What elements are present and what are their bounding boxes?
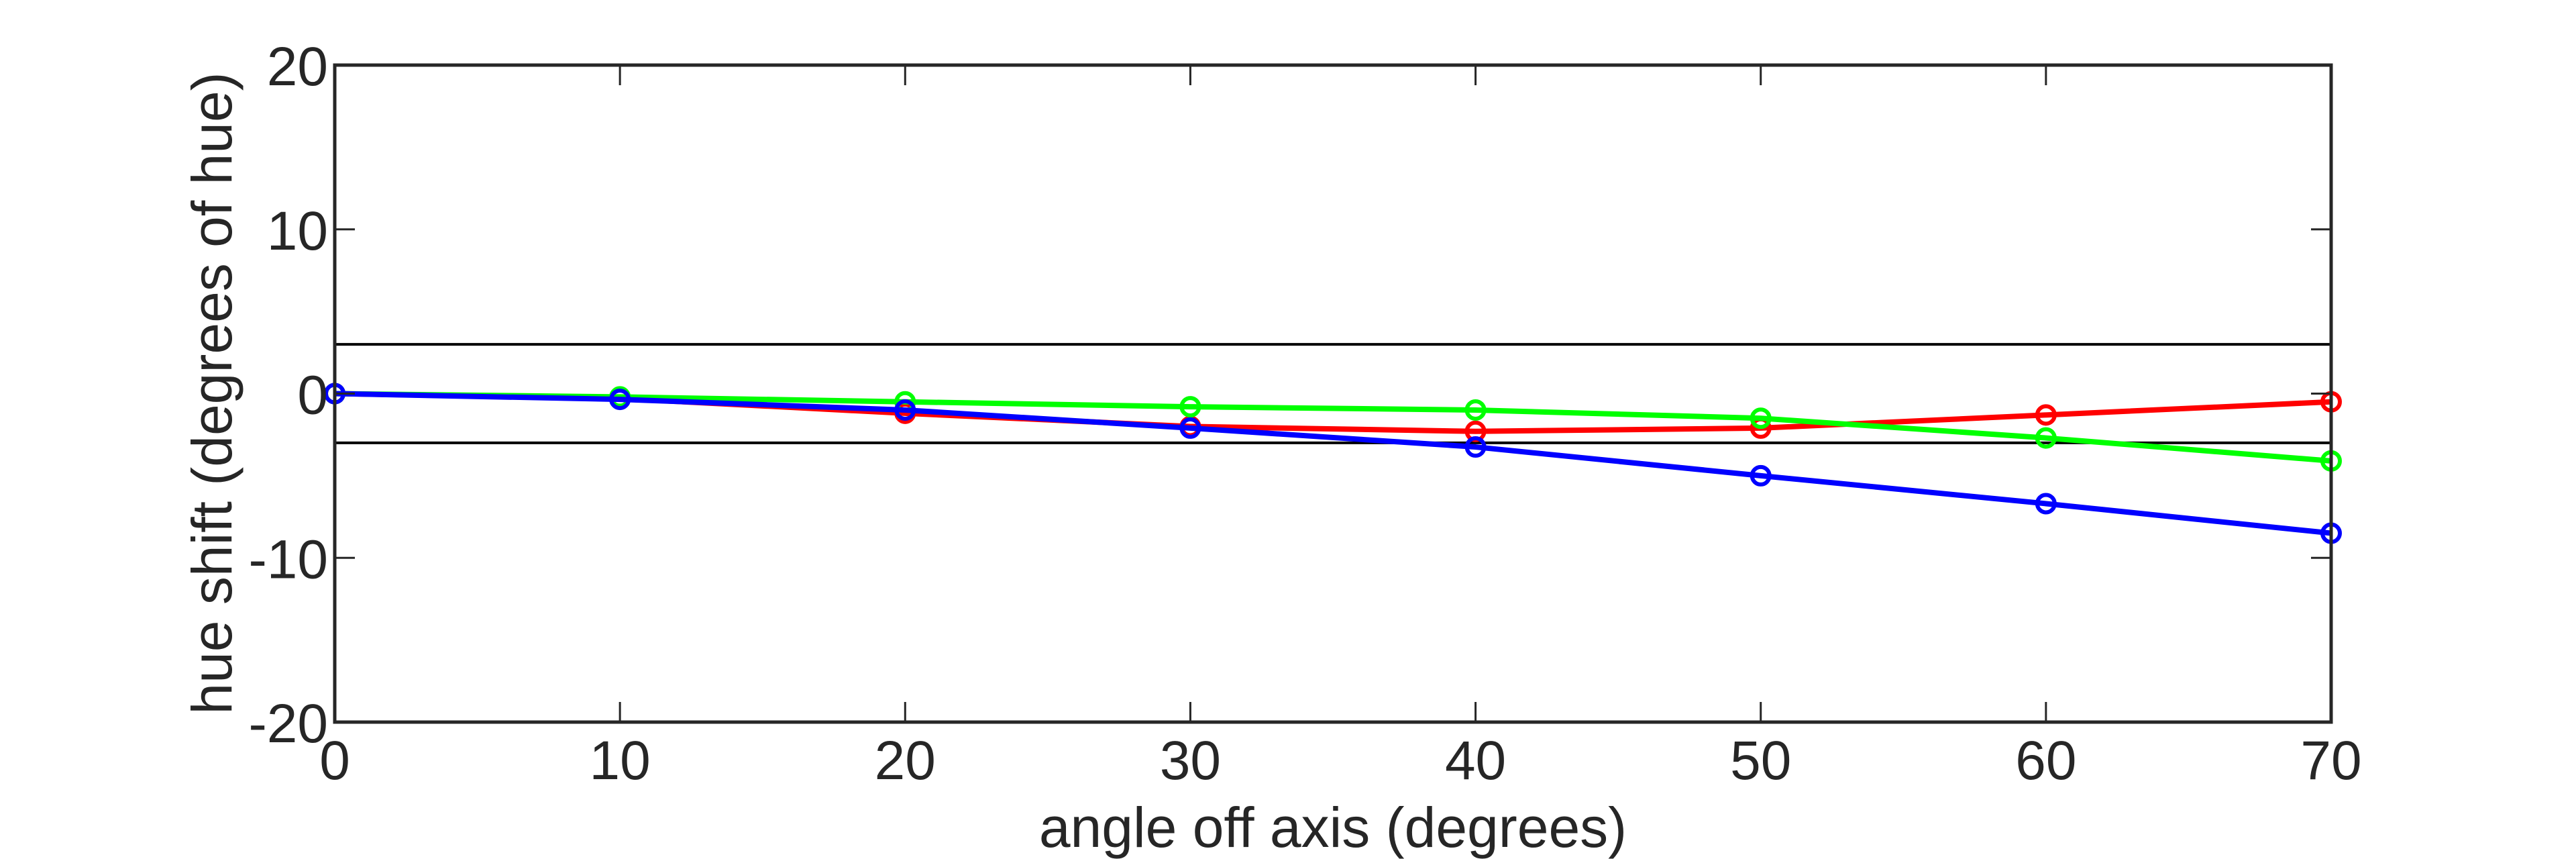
data-point-red [2035, 404, 2057, 426]
series-line-blue [334, 391, 2332, 536]
x-tick-label: 50 [1730, 730, 1791, 791]
data-point-blue [1179, 417, 1201, 439]
y-tick-label: 10 [267, 201, 328, 262]
series-line-green [334, 391, 2332, 464]
x-tick-label: 30 [1160, 730, 1221, 791]
y-tick-label: -10 [248, 529, 328, 590]
data-point-green [1464, 399, 1487, 421]
y-tick-label: 20 [267, 36, 328, 97]
y-tick-label: -20 [248, 693, 328, 754]
y-axis-label: hue shift (degrees of hue) [180, 72, 244, 714]
x-tick-label: 0 [319, 730, 350, 791]
x-tick-label: 60 [2015, 730, 2076, 791]
data-point-green [2035, 427, 2057, 449]
data-point-green [1750, 407, 1772, 430]
data-point-blue [1464, 436, 1487, 458]
y-tick-label: 0 [297, 365, 328, 426]
data-point-blue [894, 399, 916, 421]
data-point-blue [609, 389, 631, 411]
data-point-blue [2035, 493, 2057, 515]
data-point-blue [1750, 464, 1772, 487]
x-tick-label: 70 [2300, 730, 2361, 791]
x-tick-label: 10 [590, 730, 651, 791]
x-tick-label: 20 [875, 730, 936, 791]
x-tick-label: 40 [1445, 730, 1506, 791]
plot-frame [333, 63, 2333, 724]
x-axis-label: angle off axis (degrees) [1039, 796, 1627, 859]
data-point-green [1179, 396, 1201, 418]
